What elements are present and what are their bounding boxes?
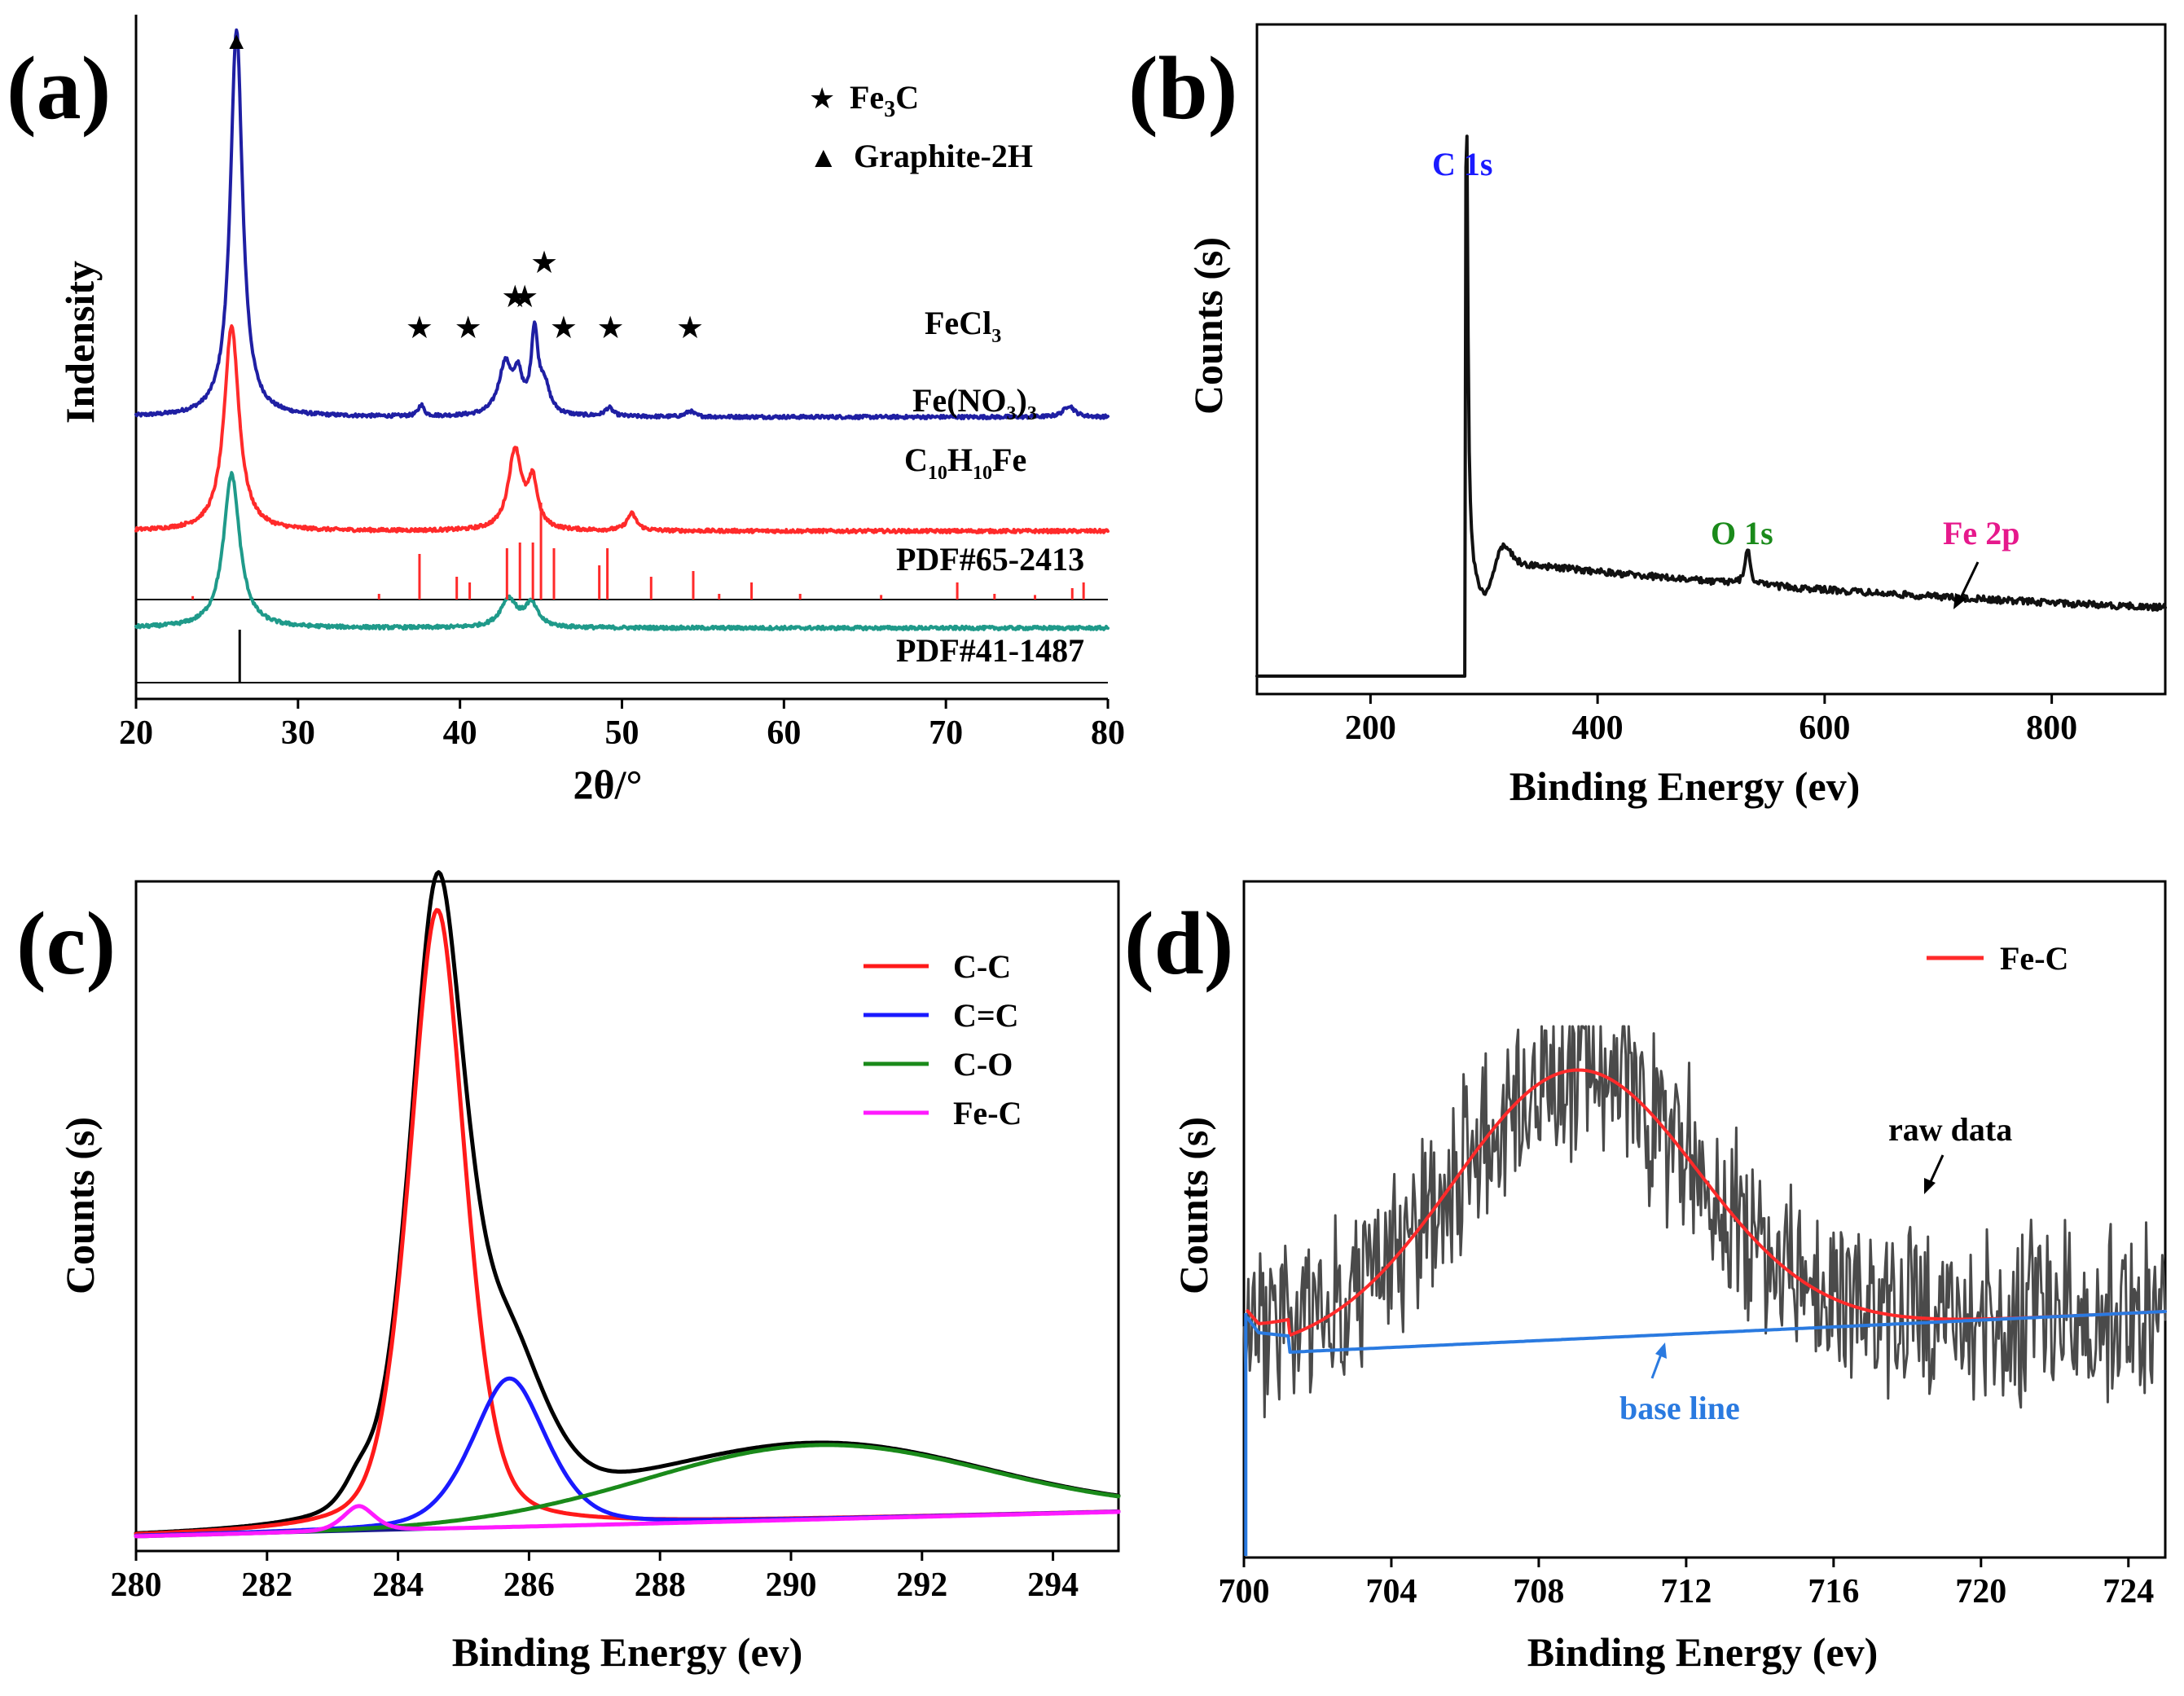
anno-raw-data-arrow: [1924, 1154, 1945, 1194]
panel-d-tick-label: 700: [1219, 1573, 1270, 1610]
panel-d-ylabel: Counts (s): [1171, 1117, 1216, 1294]
fe3c-star-marker: ★: [550, 311, 578, 345]
legend-triangle-icon: ▲: [809, 141, 838, 174]
panel-a-label: (a): [7, 38, 111, 138]
legend-label-C=C: C=C: [953, 997, 1019, 1034]
panel-d-tick-label: 708: [1513, 1573, 1564, 1610]
panel-d-label: (d): [1124, 894, 1233, 993]
ref-label-65-2413: PDF#65-2413: [896, 541, 1084, 578]
panel-a-references: [191, 503, 1085, 683]
panel-a-tick-label: 70: [929, 714, 963, 752]
series-label-feno3: Fe(NO3)3: [912, 382, 1037, 424]
panel-d-curves: [1242, 1025, 2167, 1556]
component-Fe-C: [134, 1504, 1121, 1539]
panel-a-tick-label: 40: [443, 714, 477, 752]
panel-c-tick-label: 294: [1027, 1566, 1079, 1604]
panel-a-legend: ★ Fe3C ▲ Graphite-2H: [809, 79, 1033, 174]
raw-data-line: [1242, 1025, 2167, 1419]
panel-c-curves: [134, 870, 1121, 1539]
anno-c1s: C 1s: [1432, 146, 1492, 182]
legend-label-Fe-C: Fe-C: [953, 1095, 1022, 1131]
legend-label-fe-c: Fe-C: [2000, 940, 2068, 977]
panel-c-tick-label: 282: [241, 1566, 292, 1604]
panel-c-tick-label: 288: [635, 1566, 686, 1604]
panel-a-ticks: 20 30 40 50 60 70 80: [119, 699, 1125, 752]
panel-b-tick-label: 200: [1345, 710, 1396, 747]
panel-b-ticks: 200 400 600 800: [1345, 694, 2077, 747]
panel-c-label: (c): [16, 894, 116, 993]
anno-fe2p-arrow: [1953, 561, 1980, 609]
base-line: [1246, 1310, 2167, 1354]
panel-d-tick-label: 712: [1660, 1573, 1712, 1610]
series-FeCl3: [134, 28, 1110, 420]
panel-d-legend: Fe-C: [1927, 940, 2068, 977]
component-C=C: [134, 1376, 1121, 1538]
panel-d-tick-label: 716: [1808, 1573, 1859, 1610]
anno-fe2p: Fe 2p: [1943, 515, 2019, 551]
panel-b-tick-label: 400: [1572, 710, 1624, 747]
panel-c-tick-label: 290: [766, 1566, 817, 1604]
panel-d-tick-label: 720: [1955, 1573, 2006, 1610]
panel-a-tick-label: 30: [281, 714, 315, 752]
panel-c-ylabel: Counts (s): [57, 1117, 103, 1294]
fe3c-star-marker: ★: [501, 280, 529, 314]
panel-b-xlabel: Binding Energy (ev): [1509, 763, 1861, 809]
series-label-fecl3: FeCl3: [925, 305, 1001, 347]
series-Fe(NO3)3: [134, 324, 1110, 534]
panel-a: (a) 20 30 40 50 60 70 80 ★ ★★★★★ ★ ★▲ Indensity 2…: [7, 15, 1125, 807]
panel-d-xlabel: Binding Energy (ev): [1527, 1629, 1879, 1675]
panel-b-tick-label: 800: [2026, 710, 2077, 747]
ref-label-41-1487: PDF#41-1487: [896, 632, 1084, 669]
fe3c-star-marker: ★: [406, 311, 433, 345]
panel-d-frame: [1242, 880, 2167, 1559]
panel-a-curves: [134, 28, 1110, 631]
graphite-triangle-marker: ▲: [224, 28, 248, 55]
fe3c-star-marker: ★: [511, 280, 538, 314]
legend-star-icon: ★: [809, 82, 835, 115]
panel-b-label: (b): [1128, 38, 1237, 138]
anno-raw-data: raw data: [1888, 1111, 2012, 1148]
legend-label-C-O: C-O: [953, 1046, 1013, 1083]
panel-b-ylabel: Counts (s): [1185, 237, 1231, 415]
panel-d: (d) 700 704 708 712 716 720 724 Counts (s) Bin…: [1124, 880, 2167, 1675]
anno-base-line: base line: [1619, 1390, 1740, 1426]
panel-c-ticks: 280 282 284 286 288 290 292 294: [111, 1551, 1079, 1604]
panel-d-ticks: 700 704 708 712 716 720 724: [1219, 1558, 2154, 1610]
panel-a-markers: ★ ★★★★★ ★ ★▲: [224, 28, 704, 345]
fe3c-star-marker: ★: [455, 311, 482, 345]
panel-a-tick-label: 60: [767, 714, 801, 752]
panel-c-frame: [134, 880, 1120, 1553]
panel-c-tick-label: 284: [372, 1566, 424, 1604]
anno-base-line-arrow: [1650, 1342, 1667, 1379]
fe3c-star-marker: ★: [676, 311, 704, 345]
panel-c-tick-label: 280: [111, 1566, 162, 1604]
series-C10H10Fe: [134, 471, 1110, 631]
panel-a-tick-label: 20: [119, 714, 153, 752]
panel-b-frame: [1255, 23, 2167, 696]
panel-d-tick-label: 704: [1365, 1573, 1417, 1610]
panel-a-xlabel: 2θ/°: [573, 762, 643, 807]
panel-a-tick-label: 80: [1091, 714, 1125, 752]
panel-b-curves: [1255, 134, 2167, 678]
panel-a-tick-label: 50: [605, 714, 639, 752]
panel-c-tick-label: 292: [896, 1566, 947, 1604]
panel-c-xlabel: Binding Energy (ev): [452, 1629, 803, 1675]
survey-spectrum-line: [1255, 134, 2167, 678]
anno-o1s: O 1s: [1711, 515, 1773, 551]
fe3c-star-marker: ★: [597, 311, 625, 345]
legend-graphite-label: Graphite-2H: [854, 138, 1033, 174]
panel-c: (c) 280 282 284 286 288 290 292 294 Counts (s) …: [16, 870, 1121, 1675]
panel-c-legend: C-C C=C C-O Fe-C: [863, 948, 1022, 1131]
panel-b-tick-label: 600: [1799, 710, 1850, 747]
panel-c-tick-label: 286: [503, 1566, 555, 1604]
legend-label-C-C: C-C: [953, 948, 1011, 985]
panel-b: (b) 200 400 600 800 Counts (s) Binding Ener…: [1128, 23, 2167, 809]
legend-fe3c-label: Fe3C: [850, 79, 919, 122]
panel-a-ylabel: Indensity: [57, 261, 103, 424]
panel-d-tick-label: 724: [2103, 1573, 2154, 1610]
series-label-ferrocene: C10H10Fe: [904, 442, 1026, 484]
fe3c-star-marker: ★: [530, 246, 558, 280]
